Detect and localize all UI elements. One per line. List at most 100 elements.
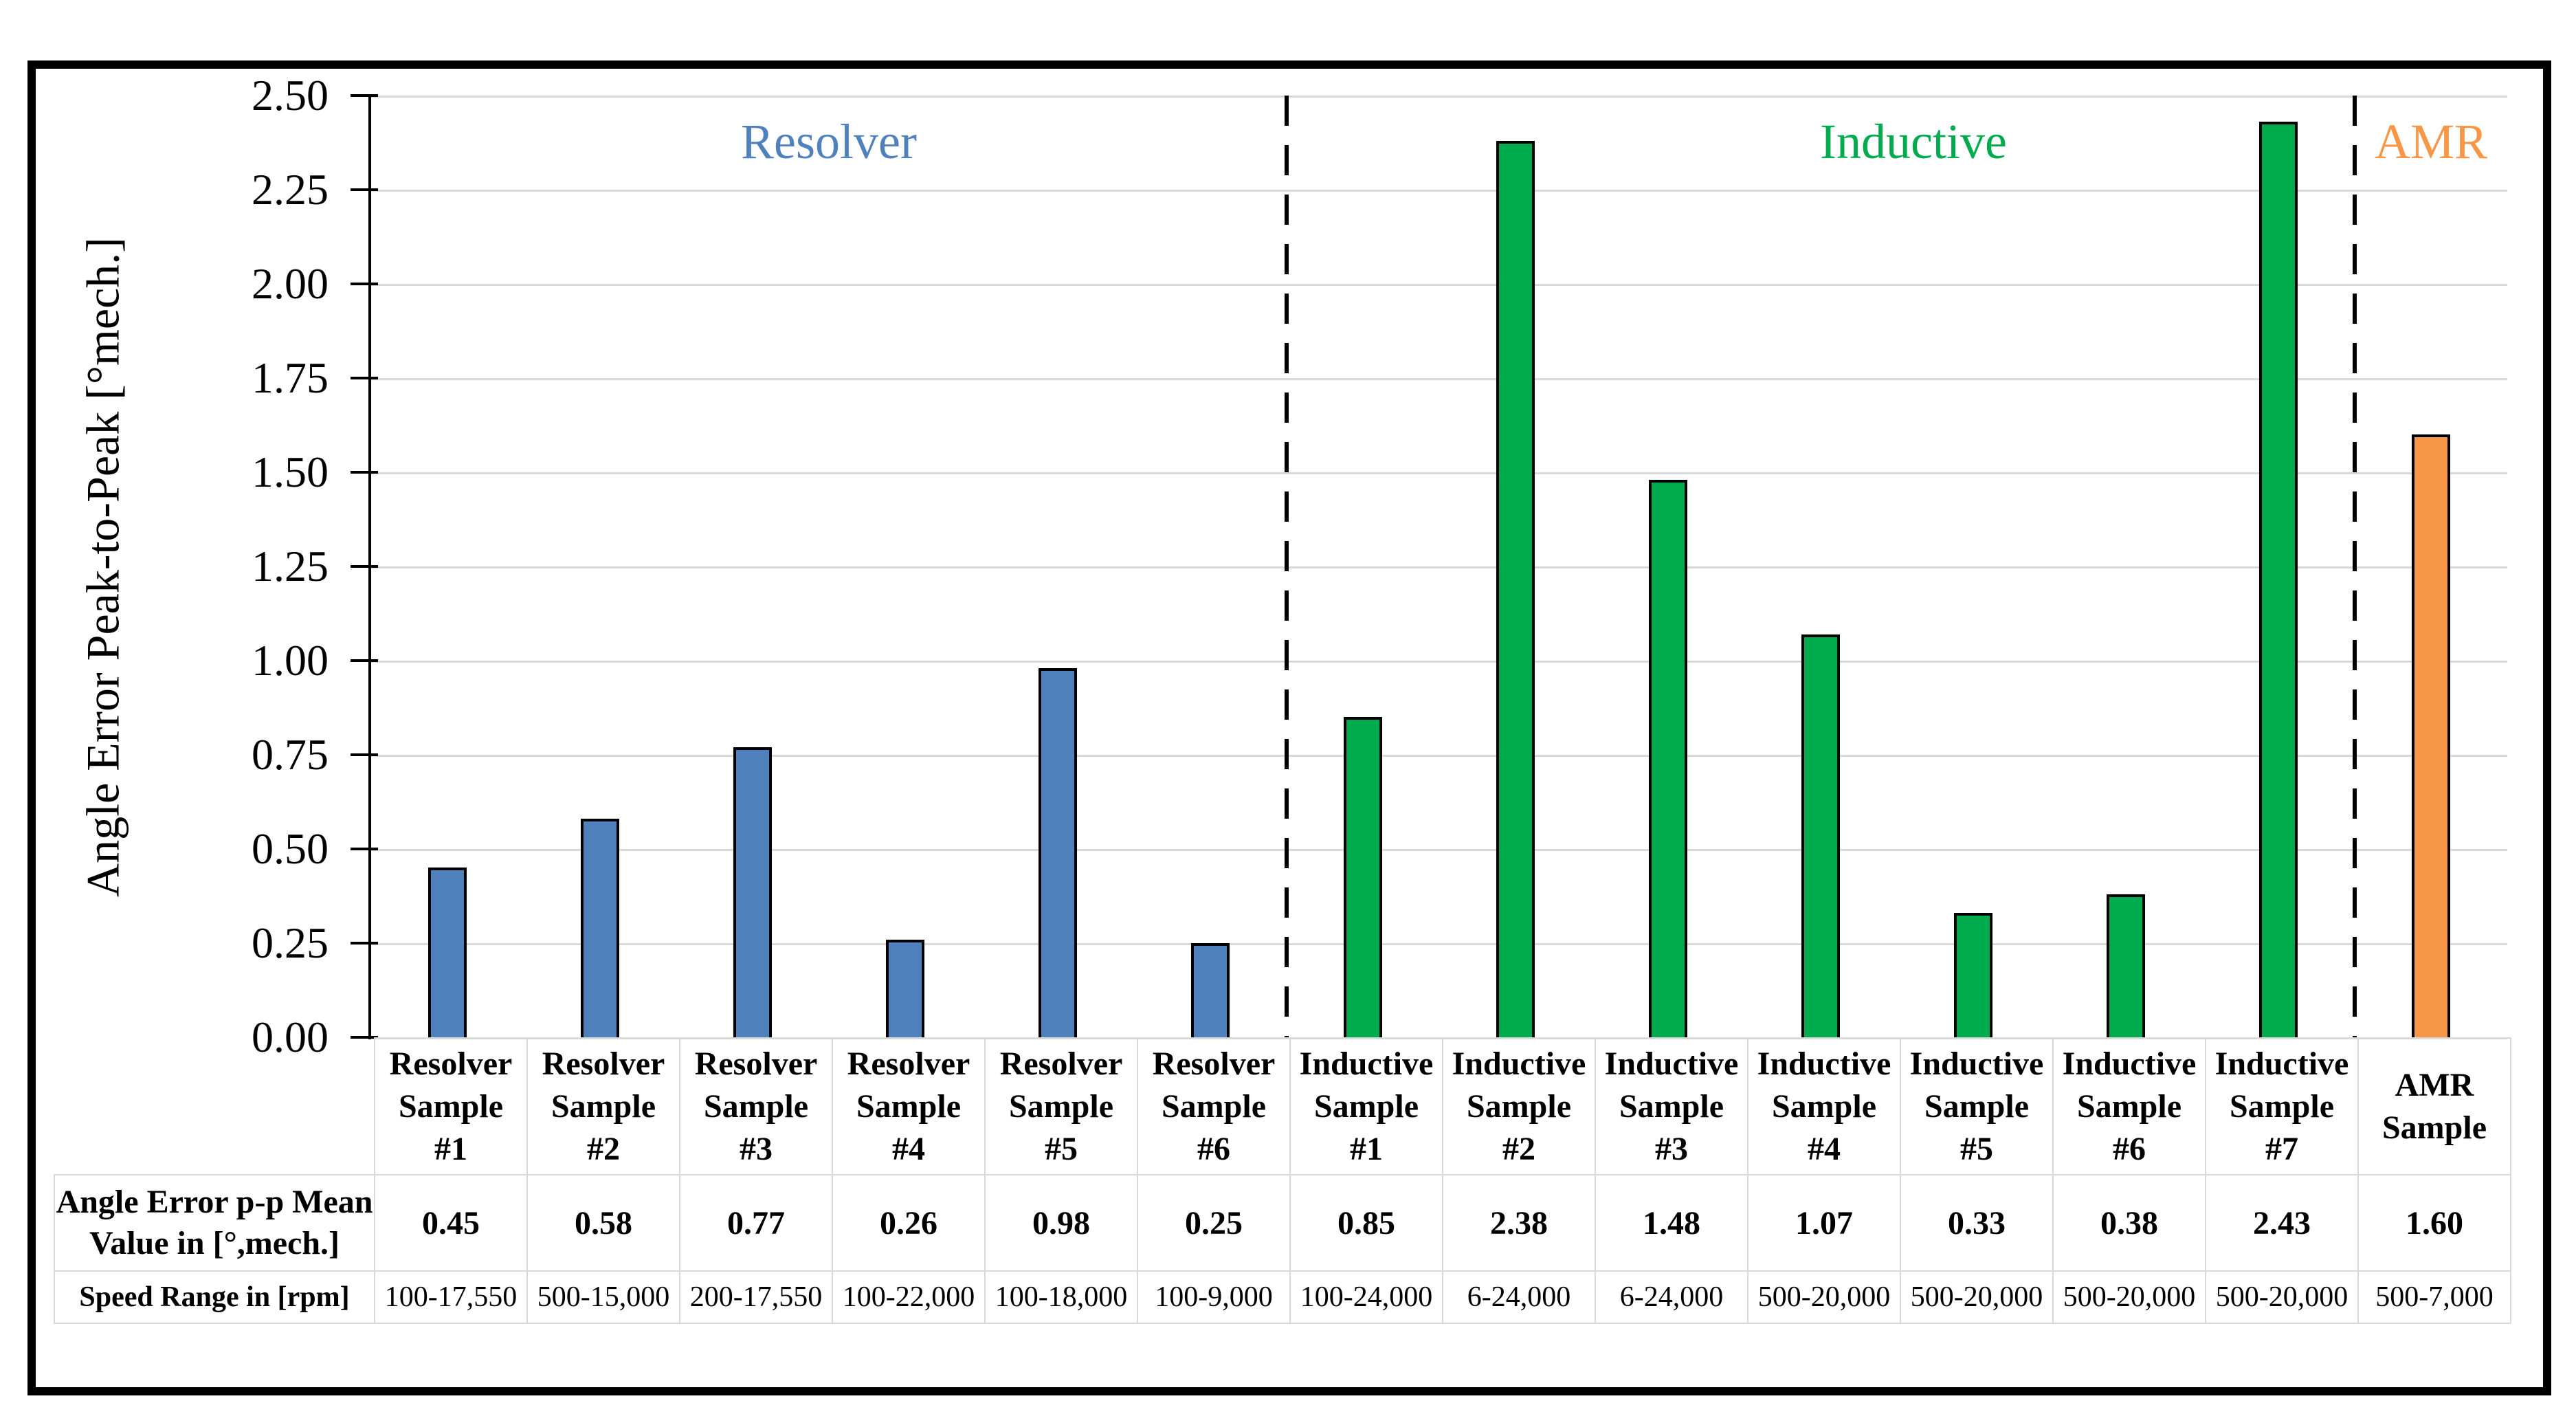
y-tick-label-1.25: 1.25 (252, 542, 329, 590)
y-tickmark-0.25 (351, 942, 378, 944)
y-tickmark-1.00 (351, 659, 378, 662)
bar-resolver-sample-1 (428, 868, 467, 1037)
gridline-0.25 (371, 943, 2507, 945)
dashed-separator (2353, 96, 2357, 1037)
mean-value-cell: 1.48 (1595, 1174, 1748, 1272)
gridline-0.50 (371, 849, 2507, 851)
mean-value-cell: 0.26 (832, 1174, 986, 1272)
category-label-inductive-sample-3: Inductive Sample #3 (1595, 1037, 1748, 1175)
section-label-amr: AMR (2374, 114, 2488, 169)
category-label-resolver-sample-1: Resolver Sample #1 (374, 1037, 528, 1175)
mean-value-cell: 0.45 (374, 1174, 528, 1272)
table-corner-cell (54, 1038, 375, 1175)
speed-range-cell: 200-17,550 (679, 1270, 833, 1324)
y-tickmark-2.25 (351, 188, 378, 191)
category-label-resolver-sample-6: Resolver Sample #6 (1137, 1037, 1291, 1175)
speed-range-cell: 6-24,000 (1442, 1270, 1596, 1324)
speed-range-cell: 100-17,550 (374, 1270, 528, 1324)
data-table: Resolver Sample #1 Resolver Sample #2 Resolver… (54, 1037, 2511, 1324)
bar-resolver-sample-4 (886, 940, 924, 1037)
section-label-resolver: Resolver (741, 114, 917, 169)
mean-value-cell: 1.07 (1747, 1174, 1901, 1272)
y-tick-label-2.00: 2.00 (252, 259, 329, 308)
category-label-inductive-sample-1: Inductive Sample #1 (1289, 1037, 1443, 1175)
y-tick-label-1.00: 1.00 (252, 636, 329, 685)
outer-border (27, 60, 2551, 1395)
category-label-resolver-sample-2: Resolver Sample #2 (526, 1037, 680, 1175)
mean-value-cell: 1.60 (2357, 1174, 2511, 1272)
speed-range-cell: 100-24,000 (1289, 1270, 1443, 1324)
mean-value-cell: 2.43 (2205, 1174, 2359, 1272)
mean-value-cell: 0.58 (526, 1174, 680, 1272)
gridline-1.25 (371, 566, 2507, 568)
category-label-resolver-sample-4: Resolver Sample #4 (832, 1037, 986, 1175)
bar-resolver-sample-5 (1039, 668, 1077, 1037)
y-tickmark-1.25 (351, 565, 378, 568)
speed-range-cell: 500-7,000 (2357, 1270, 2511, 1324)
bar-inductive-sample-4 (1801, 634, 1840, 1037)
speed-range-cell: 500-20,000 (1747, 1270, 1901, 1324)
y-tick-label-2.25: 2.25 (252, 165, 329, 214)
speed-range-cell: 100-9,000 (1137, 1270, 1291, 1324)
gridline-1.75 (371, 378, 2507, 380)
category-label-inductive-sample-2: Inductive Sample #2 (1442, 1037, 1596, 1175)
category-label-inductive-sample-5: Inductive Sample #5 (1900, 1037, 2054, 1175)
y-tickmark-2.00 (351, 283, 378, 285)
gridline-1.00 (371, 661, 2507, 663)
gridline-2.00 (371, 284, 2507, 286)
mean-value-cell: 0.38 (2052, 1174, 2206, 1272)
category-label-inductive-sample-7: Inductive Sample #7 (2205, 1037, 2359, 1175)
section-label-inductive: Inductive (1820, 114, 2007, 169)
y-tick-label-0.25: 0.25 (252, 918, 329, 967)
speed-range-cell: 6-24,000 (1595, 1270, 1748, 1324)
gridline-2.25 (371, 190, 2507, 192)
y-tick-label-2.50: 2.50 (252, 71, 329, 120)
plot-area: Resolver Inductive AMR (351, 94, 2507, 1039)
bar-amr-sample (2412, 434, 2450, 1037)
speed-range-cell: 500-20,000 (2205, 1270, 2359, 1324)
bar-inductive-sample-5 (1954, 913, 1992, 1037)
bar-resolver-sample-2 (581, 819, 619, 1037)
mean-value-cell: 0.25 (1137, 1174, 1291, 1272)
y-tick-label-1.75: 1.75 (252, 353, 329, 402)
row-header-speed-range: Speed Range in [rpm] (54, 1270, 375, 1324)
category-label-resolver-sample-3: Resolver Sample #3 (679, 1037, 833, 1175)
mean-value-cell: 0.98 (984, 1174, 1138, 1272)
gridline-0.75 (371, 755, 2507, 757)
bar-inductive-sample-3 (1649, 480, 1687, 1037)
y-tick-label-0.50: 0.50 (252, 824, 329, 873)
category-label-inductive-sample-6: Inductive Sample #6 (2052, 1037, 2206, 1175)
gridline-2.50 (371, 96, 2507, 98)
bar-inductive-sample-2 (1496, 141, 1535, 1037)
y-tickmark-1.75 (351, 377, 378, 379)
bar-inductive-sample-6 (2107, 894, 2145, 1037)
y-tickmark-2.50 (351, 94, 378, 97)
mean-value-cell: 0.33 (1900, 1174, 2054, 1272)
dashed-separator (1285, 96, 1289, 1037)
y-tickmark-1.50 (351, 471, 378, 474)
speed-range-cell: 100-18,000 (984, 1270, 1138, 1324)
bar-inductive-sample-7 (2259, 122, 2298, 1037)
category-label-inductive-sample-4: Inductive Sample #4 (1747, 1037, 1901, 1175)
bar-resolver-sample-6 (1191, 943, 1230, 1037)
y-tickmark-0.50 (351, 848, 378, 850)
y-tick-label-0.00: 0.00 (252, 1013, 329, 1061)
y-tick-label-1.50: 1.50 (252, 448, 329, 496)
category-label-resolver-sample-5: Resolver Sample #5 (984, 1037, 1138, 1175)
mean-value-cell: 0.77 (679, 1174, 833, 1272)
gridline-1.50 (371, 472, 2507, 474)
speed-range-cell: 500-15,000 (526, 1270, 680, 1324)
mean-value-cell: 2.38 (1442, 1174, 1596, 1272)
row-header-mean-value: Angle Error p-p Mean Value in [°,mech.] (54, 1174, 375, 1272)
y-tickmark-0.00 (351, 1036, 378, 1039)
mean-value-cell: 0.85 (1289, 1174, 1443, 1272)
speed-range-cell: 100-22,000 (832, 1270, 986, 1324)
bar-resolver-sample-3 (733, 747, 772, 1037)
y-tick-label-0.75: 0.75 (252, 730, 329, 779)
y-tickmark-0.75 (351, 753, 378, 756)
bar-inductive-sample-1 (1344, 717, 1382, 1037)
speed-range-cell: 500-20,000 (2052, 1270, 2206, 1324)
category-label-amr-sample: AMR Sample (2357, 1037, 2511, 1175)
speed-range-cell: 500-20,000 (1900, 1270, 2054, 1324)
